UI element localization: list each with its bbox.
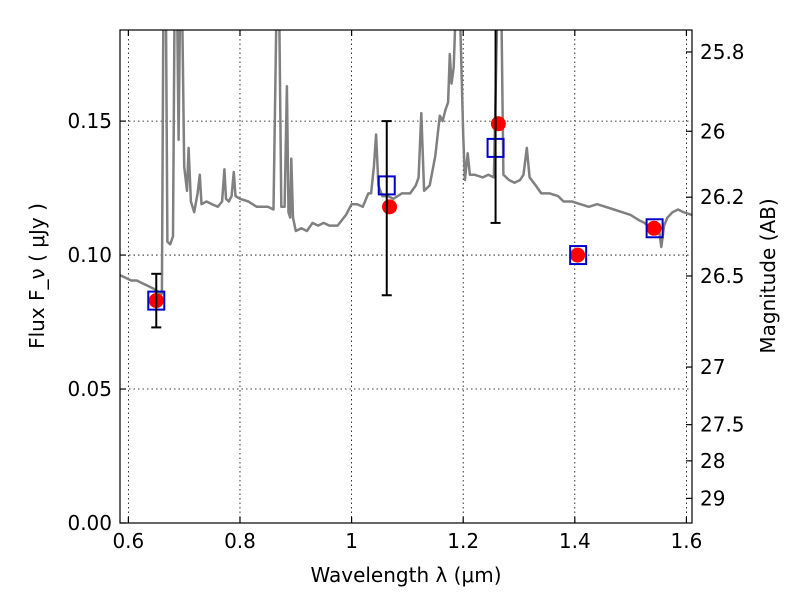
y-tick-label: 0.10 [67,243,112,267]
x-tick-label: 1.4 [559,529,591,553]
observed-flux-point [490,116,506,132]
x-tick-label: 0.8 [224,529,256,553]
model-flux-square [645,218,664,239]
right-axis-tick-label: 27 [700,355,725,379]
right-axis-tick-label: 28 [700,449,725,473]
ticks [120,30,692,524]
x-tick-label: 1.6 [671,529,703,553]
plot-frame [119,29,693,524]
right-axis-tick-label: 26 [700,119,725,143]
observed-flux-point [382,199,398,215]
plot-area [120,30,692,329]
x-tick-label: 0.6 [112,529,144,553]
right-axis-tick-label: 27.5 [700,413,745,437]
x-axis-label: Wavelength λ (μm) [310,563,501,587]
right-axis-tick-label: 26.5 [700,264,745,288]
model-flux-square [569,245,588,266]
model-spectrum-line [120,30,692,296]
observed-flux-point [570,247,586,263]
y-tick-label: 0.00 [67,511,112,535]
y-tick-label: 0.05 [67,377,112,401]
right-axis-tick-label: 26.2 [700,185,745,209]
tick-labels: 0.6 0.8 1 1.2 1.4 1.6 0.00 0.05 0.10 0.15 25.8 26 26… [67,40,744,553]
y-axis-label: Flux F_ν ( μJy ) [25,203,49,349]
x-tick-label: 1 [345,529,358,553]
right-axis-label: Magnitude (AB) [756,198,780,353]
right-axis-tick-label: 29 [700,486,725,510]
x-tick-label: 1.2 [447,529,479,553]
right-axis-tick-label: 25.8 [700,40,745,64]
grid [120,30,692,524]
observed-flux-point [646,220,662,236]
y-tick-label: 0.15 [67,109,112,133]
